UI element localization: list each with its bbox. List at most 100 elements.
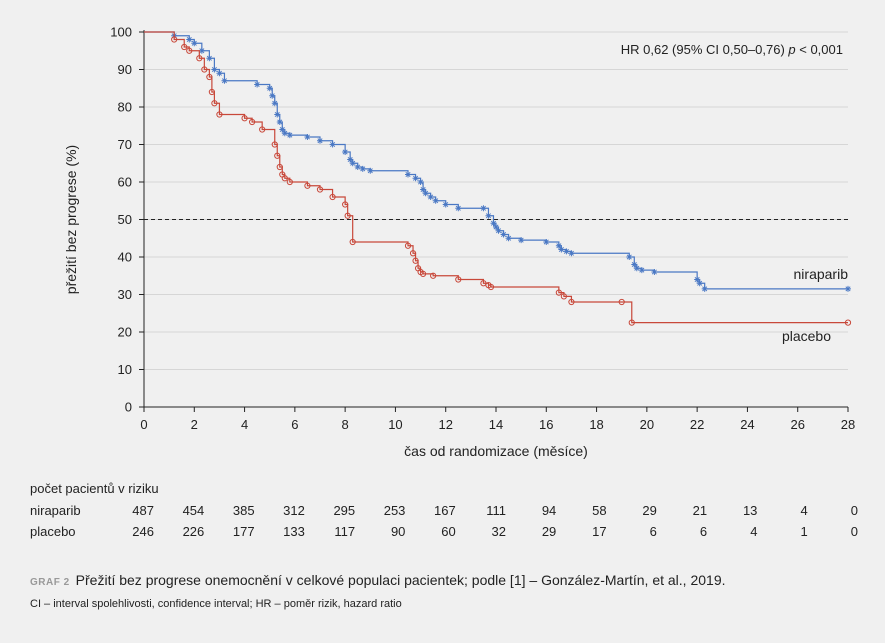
risk-count: 58 <box>592 503 607 518</box>
risk-row-label: niraparib <box>30 503 81 518</box>
censor-marker-stroke <box>423 190 429 196</box>
x-tick-label: 24 <box>740 417 754 432</box>
censor-marker <box>490 220 497 227</box>
hazard-ratio-annotation: HR 0,62 (95% CI 0,50–0,76) p < 0,001 <box>621 42 843 57</box>
censor-marker-stroke <box>272 100 278 106</box>
censor-marker-stroke <box>443 201 449 208</box>
censor-marker <box>417 179 424 185</box>
censor-marker-stroke <box>186 36 192 43</box>
censor-marker <box>316 186 324 193</box>
risk-count: 1 <box>800 524 808 539</box>
x-tick-label: 18 <box>589 417 603 432</box>
censor-marker <box>563 248 570 255</box>
censor-marker-stroke <box>420 186 426 193</box>
censor-marker-stroke <box>277 119 283 125</box>
y-tick-label: 70 <box>118 137 132 152</box>
censor-marker <box>196 55 203 62</box>
censor-marker <box>480 205 487 212</box>
censor-marker-stroke <box>287 132 293 138</box>
censor-marker <box>427 194 434 200</box>
censor-marker <box>344 212 351 219</box>
censor-marker-stroke <box>495 228 502 234</box>
censor-marker-stroke <box>626 254 632 260</box>
risk-count: 60 <box>441 524 456 539</box>
censor-marker <box>409 250 417 257</box>
risk-count: 4 <box>750 524 758 539</box>
censor-marker-stroke <box>428 194 434 200</box>
risk-count: 312 <box>283 503 305 518</box>
risk-count: 117 <box>334 524 356 539</box>
censor-marker <box>505 235 512 242</box>
x-tick-label: 4 <box>241 417 248 432</box>
censor-marker <box>254 81 261 88</box>
censor-marker <box>626 254 633 260</box>
censor-marker <box>279 126 286 133</box>
censor-marker <box>419 270 427 277</box>
risk-count: 111 <box>486 503 506 518</box>
censor-marker-stroke <box>269 93 275 99</box>
x-tick-label: 8 <box>342 417 349 432</box>
censor-marker <box>304 134 311 140</box>
y-tick-label: 10 <box>118 362 132 377</box>
censor-marker <box>455 205 462 212</box>
x-tick-label: 20 <box>640 417 654 432</box>
censor-marker <box>543 239 550 245</box>
censor-marker <box>281 175 288 182</box>
censor-marker-stroke <box>556 243 562 249</box>
risk-count: 13 <box>742 503 758 518</box>
censor-marker <box>359 165 366 172</box>
censor-marker-stroke <box>506 235 512 241</box>
y-tick-label: 60 <box>118 175 132 190</box>
censor-marker <box>367 167 374 174</box>
censor-marker <box>651 269 658 275</box>
censor-marker-stroke <box>221 78 228 84</box>
censor-marker <box>241 115 248 122</box>
censor-marker <box>201 66 208 73</box>
censor-marker <box>631 261 638 268</box>
y-tick-label: 0 <box>125 400 132 415</box>
x-tick-label: 12 <box>438 417 452 432</box>
censor-marker <box>518 237 525 244</box>
x-tick-label: 2 <box>191 417 198 432</box>
censor-marker <box>186 36 193 43</box>
censor-marker-stroke <box>568 250 574 256</box>
censor-marker <box>317 137 323 144</box>
series-line-niraparib <box>144 31 848 290</box>
censor-marker-stroke <box>350 160 356 166</box>
x-axis-title: čas od randomizace (měsíce) <box>404 443 588 459</box>
censor-marker-stroke <box>412 175 419 181</box>
censor-marker <box>555 289 562 296</box>
risk-count: 487 <box>132 503 154 518</box>
censor-marker-stroke <box>697 280 703 286</box>
censor-marker <box>208 88 215 96</box>
x-tick-label: 10 <box>388 417 402 432</box>
series-label-niraparib: niraparib <box>794 266 849 282</box>
censor-marker <box>206 55 213 62</box>
risk-count: 17 <box>592 524 607 539</box>
figure-caption: GRAF 2 Přežití bez progrese onemocnění v … <box>30 572 726 588</box>
x-tick-label: 0 <box>140 417 147 432</box>
censor-marker-stroke <box>455 205 461 211</box>
censor-marker <box>276 163 283 171</box>
censor-marker <box>171 36 178 43</box>
censor-marker <box>266 85 273 92</box>
censor-marker-stroke <box>518 237 524 243</box>
censor-marker <box>249 118 256 126</box>
y-tick-label: 100 <box>110 25 132 40</box>
censor-marker <box>342 149 349 155</box>
risk-table-title: počet pacientů v riziku <box>30 481 159 496</box>
censor-marker <box>628 319 635 326</box>
x-tick-label: 14 <box>489 417 503 432</box>
risk-count: 0 <box>850 503 858 518</box>
censor-marker <box>493 224 499 230</box>
censor-marker <box>500 231 507 238</box>
censor-marker <box>701 285 708 292</box>
censor-marker-stroke <box>317 138 323 144</box>
caption-text: Přežití bez progrese onemocnění v celkov… <box>75 572 726 588</box>
censor-marker <box>354 164 361 170</box>
censor-marker <box>455 276 462 283</box>
risk-count: 29 <box>541 524 557 539</box>
censor-marker-stroke <box>304 134 310 140</box>
censor-marker <box>442 201 449 208</box>
censor-marker <box>211 100 218 107</box>
